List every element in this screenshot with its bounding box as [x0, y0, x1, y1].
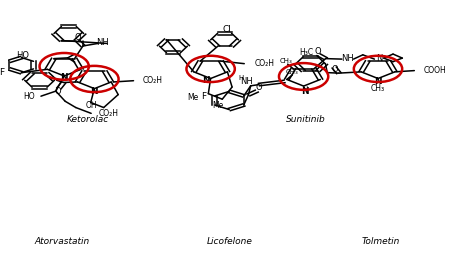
- Text: CO₂H: CO₂H: [255, 59, 274, 68]
- Text: Ketorolac: Ketorolac: [66, 115, 109, 124]
- Text: N: N: [91, 87, 98, 96]
- Text: Cl: Cl: [222, 25, 231, 34]
- Text: N: N: [202, 76, 210, 85]
- Text: NH: NH: [341, 54, 354, 62]
- Text: NH: NH: [96, 38, 109, 47]
- Text: Sunitinib: Sunitinib: [286, 115, 326, 124]
- Text: COOH: COOH: [424, 66, 447, 75]
- Text: H: H: [239, 75, 244, 81]
- Text: F: F: [201, 92, 206, 101]
- Text: O: O: [332, 65, 338, 74]
- Text: F: F: [0, 68, 4, 77]
- Text: CH₃: CH₃: [371, 84, 385, 93]
- Text: CH₃: CH₃: [280, 58, 292, 64]
- Text: O: O: [55, 87, 62, 96]
- Text: CO₂H: CO₂H: [143, 76, 163, 85]
- Text: HO: HO: [24, 92, 36, 101]
- Text: CO₂H: CO₂H: [99, 109, 119, 118]
- Text: Me: Me: [212, 101, 223, 110]
- Text: NH: NH: [241, 77, 254, 86]
- Text: OH: OH: [86, 101, 97, 110]
- Text: H: H: [302, 86, 308, 92]
- Text: N: N: [374, 76, 382, 86]
- Text: CH₃: CH₃: [286, 69, 299, 75]
- Text: O: O: [314, 47, 321, 56]
- Text: N: N: [376, 54, 382, 62]
- Text: Me: Me: [187, 93, 198, 102]
- Text: Licofelone: Licofelone: [206, 237, 252, 246]
- Text: O: O: [255, 83, 262, 92]
- Text: HO: HO: [16, 51, 29, 59]
- Text: N: N: [60, 73, 68, 83]
- Text: Tolmetin: Tolmetin: [361, 237, 400, 246]
- Text: H₃C: H₃C: [299, 48, 313, 57]
- Text: Atorvastatin: Atorvastatin: [34, 237, 90, 246]
- Text: O: O: [74, 33, 81, 42]
- Text: N: N: [301, 87, 309, 96]
